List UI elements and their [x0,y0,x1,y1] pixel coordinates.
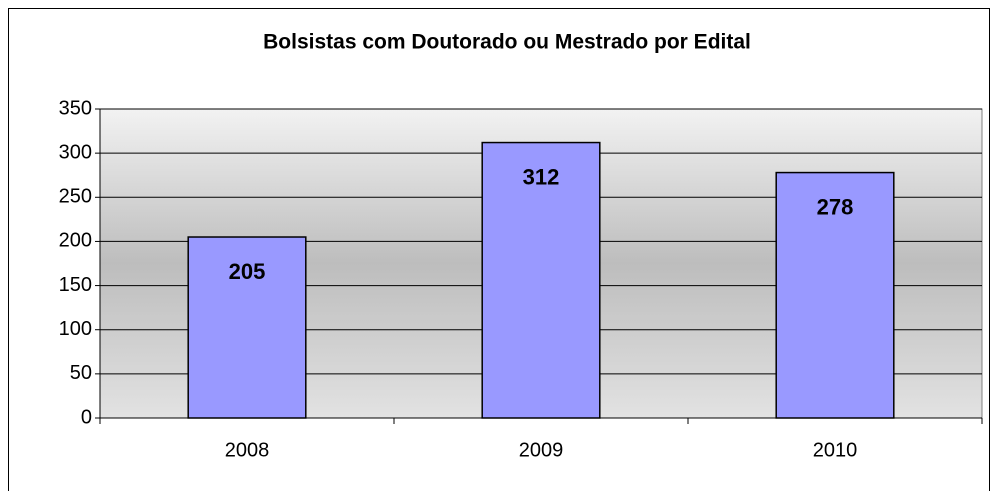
bar [187,236,307,419]
bar [481,141,601,419]
y-tick-label: 150 [59,274,92,296]
chart-title: Bolsistas com Doutorado ou Mestrado por … [263,31,751,54]
x-tick-label: 2010 [813,439,858,461]
y-tick-label: 350 [59,97,92,119]
x-tick-label: 2009 [519,439,564,461]
bar [775,171,895,419]
data-label: 278 [817,194,854,219]
y-tick-label: 300 [59,141,92,163]
y-tick-label: 0 [81,406,92,428]
y-tick-label: 100 [59,318,92,340]
data-label: 205 [229,259,266,284]
x-tick-label: 2008 [225,439,270,461]
data-label: 312 [523,164,560,189]
y-tick-label: 200 [59,230,92,252]
y-tick-label: 50 [70,362,92,384]
y-tick-label: 250 [59,186,92,208]
